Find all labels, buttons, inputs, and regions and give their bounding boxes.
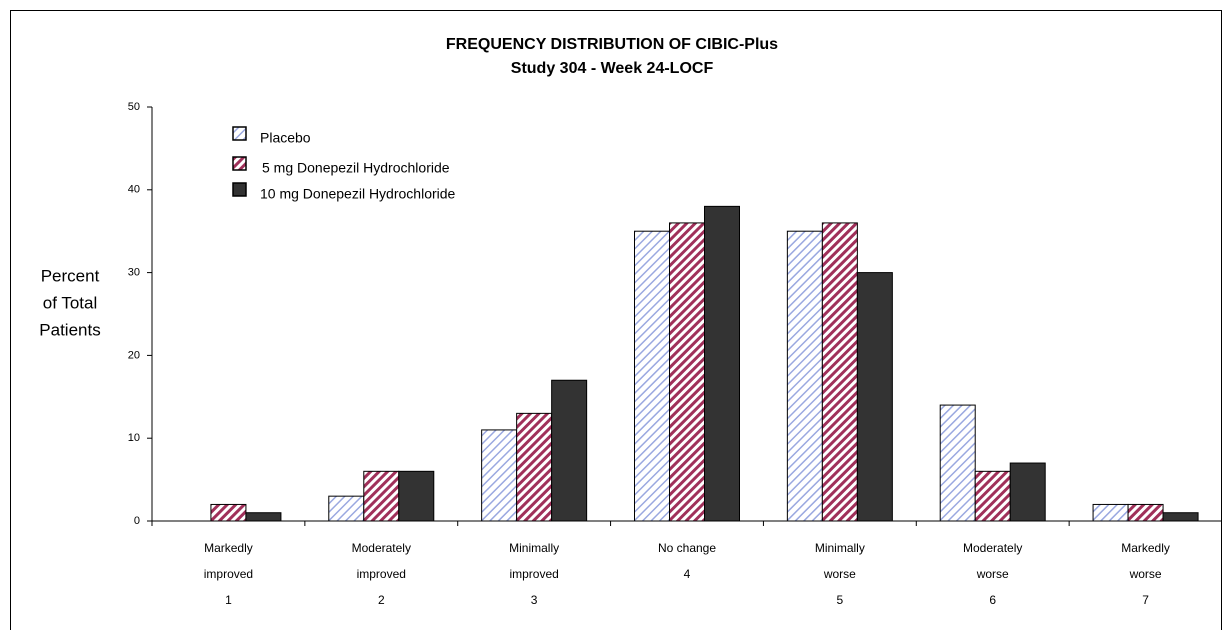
y-axis-label: of Total	[43, 293, 98, 312]
x-tick-label: 5	[837, 593, 844, 607]
x-tick-label: improved	[509, 567, 558, 581]
bar	[669, 222, 705, 522]
bar	[1092, 503, 1129, 522]
bar	[856, 272, 893, 522]
x-tick-label: improved	[204, 567, 253, 581]
bar	[1127, 503, 1164, 522]
x-tick-label: Markedly	[204, 541, 253, 555]
y-tick-label: 40	[128, 184, 140, 196]
legend-swatch	[232, 182, 247, 197]
bar	[551, 379, 588, 522]
x-tick-label: 2	[378, 593, 385, 607]
bar	[939, 404, 976, 522]
legend-swatch	[232, 156, 247, 171]
bar	[974, 470, 1011, 522]
y-tick-label: 50	[128, 101, 140, 113]
bar	[1162, 512, 1199, 522]
chart-title: FREQUENCY DISTRIBUTION OF CIBIC-Plus	[446, 36, 778, 53]
bar	[821, 222, 858, 522]
x-tick-label: 6	[989, 593, 996, 607]
bar	[363, 470, 400, 522]
x-tick-label: 1	[225, 593, 232, 607]
x-tick-label: Minimally	[815, 541, 865, 555]
bar	[634, 230, 670, 522]
x-tick-label: No change	[658, 541, 716, 555]
x-tick-label: 7	[1142, 593, 1149, 607]
x-tick-label: Minimally	[509, 541, 559, 555]
y-axis-label: Percent	[41, 266, 100, 285]
x-tick-label: improved	[357, 567, 406, 581]
x-tick-label: 4	[684, 567, 691, 581]
legend-label: Placebo	[260, 130, 311, 146]
bar	[210, 503, 247, 522]
frame	[10, 10, 1222, 635]
y-tick-label: 0	[134, 515, 140, 527]
y-tick-label: 10	[128, 432, 140, 444]
y-tick-label: 30	[128, 267, 140, 279]
x-tick-label: 3	[531, 593, 538, 607]
x-tick-label: Moderately	[963, 541, 1022, 555]
y-tick-label: 20	[128, 349, 140, 361]
x-tick-label: worse	[976, 567, 1009, 581]
bar	[704, 205, 740, 522]
chart-subtitle: Study 304 - Week 24-LOCF	[511, 60, 714, 77]
x-tick-label: Markedly	[1121, 541, 1170, 555]
bar	[1009, 462, 1046, 522]
bar	[328, 495, 365, 522]
x-tick-label: Moderately	[352, 541, 411, 555]
x-tick-label: worse	[823, 567, 856, 581]
bar	[516, 412, 553, 522]
y-axis-label: Patients	[39, 320, 100, 339]
legend-label: 5 mg Donepezil Hydrochloride	[262, 160, 450, 176]
bar	[786, 230, 823, 522]
bar	[398, 470, 435, 522]
legend-label: 10 mg Donepezil Hydrochloride	[260, 186, 456, 202]
bar	[481, 429, 518, 522]
legend-swatch	[232, 126, 247, 141]
bar	[245, 512, 282, 522]
x-tick-label: worse	[1129, 567, 1162, 581]
